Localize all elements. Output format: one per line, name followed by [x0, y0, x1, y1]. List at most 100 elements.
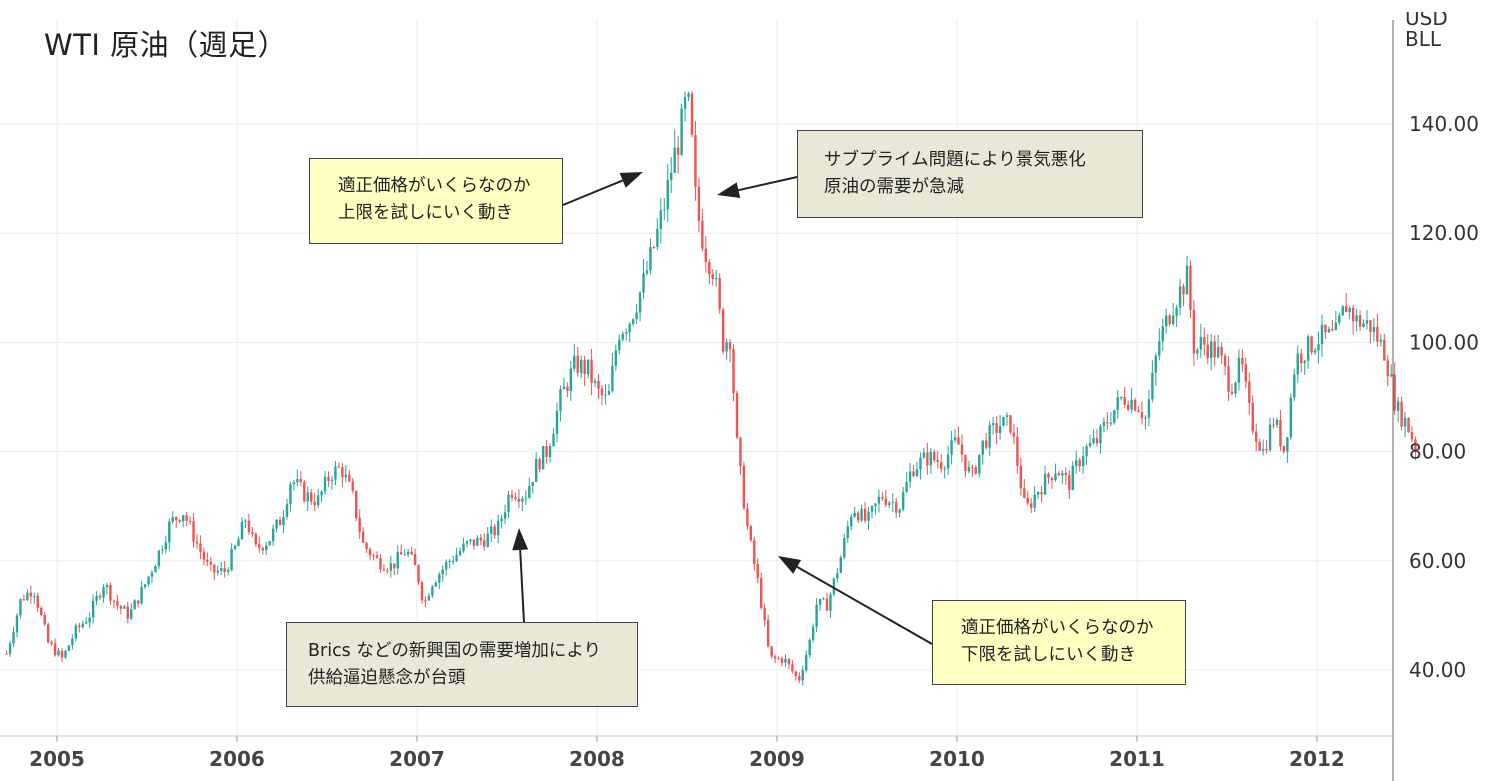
- x-tick-label: 2009: [749, 747, 805, 771]
- annotation-top-right: サブプライム問題により景気悪化 原油の需要が急減: [797, 130, 1143, 218]
- candle-body: [1140, 411, 1144, 419]
- candle-body: [652, 246, 656, 248]
- candle-body: [1144, 417, 1147, 419]
- candle-body: [1012, 432, 1016, 437]
- candle-body: [614, 350, 618, 366]
- candle-body: [756, 564, 759, 579]
- candle-body: [888, 502, 891, 505]
- candle-body: [867, 511, 870, 521]
- candle-body: [874, 503, 877, 507]
- price-axis-labels: 40.00 60.00 80.00 100.00 120.00 140.00: [1409, 112, 1479, 682]
- candle-body: [908, 471, 912, 482]
- candle-body: [701, 220, 704, 249]
- candle-body: [1348, 307, 1351, 313]
- candle-body: [334, 466, 337, 480]
- candle-body: [109, 584, 112, 601]
- candle-body: [1334, 322, 1338, 331]
- candle-body: [476, 537, 479, 546]
- chart-title: WTI 原油（週足）: [44, 28, 288, 62]
- candle-body: [1317, 344, 1320, 351]
- candle-body: [995, 423, 998, 434]
- candle-body: [780, 658, 784, 663]
- candle-body: [365, 542, 368, 550]
- y-tick-label: 60.00: [1409, 549, 1466, 573]
- candle-body: [1379, 339, 1383, 342]
- annotation-bottom-left-line1: Brics などの新興国の需要増加により: [308, 641, 602, 661]
- candle-body: [552, 433, 555, 447]
- candle-body: [580, 359, 583, 373]
- candle-body: [299, 479, 303, 483]
- candle-body: [528, 486, 531, 498]
- candle-body: [8, 643, 12, 654]
- candle-body: [787, 658, 791, 665]
- candle-body: [964, 454, 967, 472]
- candle-body: [929, 451, 933, 466]
- candle-body: [1171, 315, 1175, 324]
- candle-body: [971, 467, 974, 469]
- candle-body: [1258, 441, 1261, 451]
- candle-body: [545, 446, 548, 457]
- candle-body: [1192, 309, 1196, 354]
- candle-body: [1241, 357, 1244, 365]
- candle-body: [770, 646, 773, 657]
- candle-body: [569, 368, 573, 391]
- candle-body: [22, 599, 26, 601]
- candle-body: [1009, 415, 1012, 433]
- candle-body: [393, 563, 396, 569]
- candle-body: [1289, 397, 1293, 438]
- candle-body: [282, 516, 285, 526]
- candle-body: [933, 451, 936, 461]
- candle-body: [5, 653, 8, 655]
- candle-body: [721, 309, 725, 352]
- candle-body: [1182, 286, 1185, 295]
- candle-body: [559, 389, 562, 411]
- candle-body: [1216, 347, 1220, 358]
- candle-body: [1261, 449, 1265, 451]
- candle-body: [936, 460, 939, 463]
- candle-body: [361, 531, 365, 543]
- candle-body: [1365, 320, 1369, 324]
- candle-body: [1158, 341, 1161, 356]
- candle-body: [1338, 315, 1341, 323]
- candle-body: [105, 584, 109, 588]
- price-unit-label: USD BLL: [1405, 12, 1448, 50]
- candle-body: [676, 147, 680, 155]
- candle-body: [88, 617, 91, 623]
- candle-body: [441, 569, 444, 575]
- candle-body: [1306, 336, 1310, 361]
- candle-body: [946, 454, 950, 469]
- candle-body: [1019, 465, 1023, 489]
- candle-body: [379, 557, 382, 570]
- candle-body: [98, 595, 102, 598]
- candle-body: [915, 469, 919, 476]
- candle-body: [978, 454, 981, 474]
- candle-body: [711, 274, 714, 280]
- candle-body: [233, 545, 237, 549]
- candle-body: [517, 498, 521, 502]
- candle-body: [355, 490, 358, 518]
- candle-body: [150, 572, 154, 577]
- candle-body: [1075, 460, 1078, 466]
- candle-body: [1165, 315, 1168, 327]
- candle-body: [74, 625, 78, 639]
- candle-body: [327, 477, 330, 481]
- candle-body: [289, 484, 292, 505]
- candle-body: [195, 541, 199, 544]
- candle-body: [836, 572, 839, 579]
- candle-body: [739, 437, 742, 466]
- candle-body: [590, 359, 593, 383]
- candle-body: [1151, 372, 1154, 400]
- candle-body: [1133, 399, 1137, 411]
- price-unit-line2: BLL: [1405, 27, 1442, 51]
- candle-body: [985, 440, 988, 448]
- candle-body: [230, 548, 233, 571]
- candle-body: [406, 551, 410, 555]
- candle-body: [1130, 399, 1133, 410]
- candle-body: [659, 210, 663, 229]
- candle-body: [541, 446, 545, 470]
- candle-body: [607, 391, 611, 395]
- candle-body: [417, 565, 420, 583]
- candle-body: [704, 248, 708, 263]
- candle-body: [261, 547, 264, 551]
